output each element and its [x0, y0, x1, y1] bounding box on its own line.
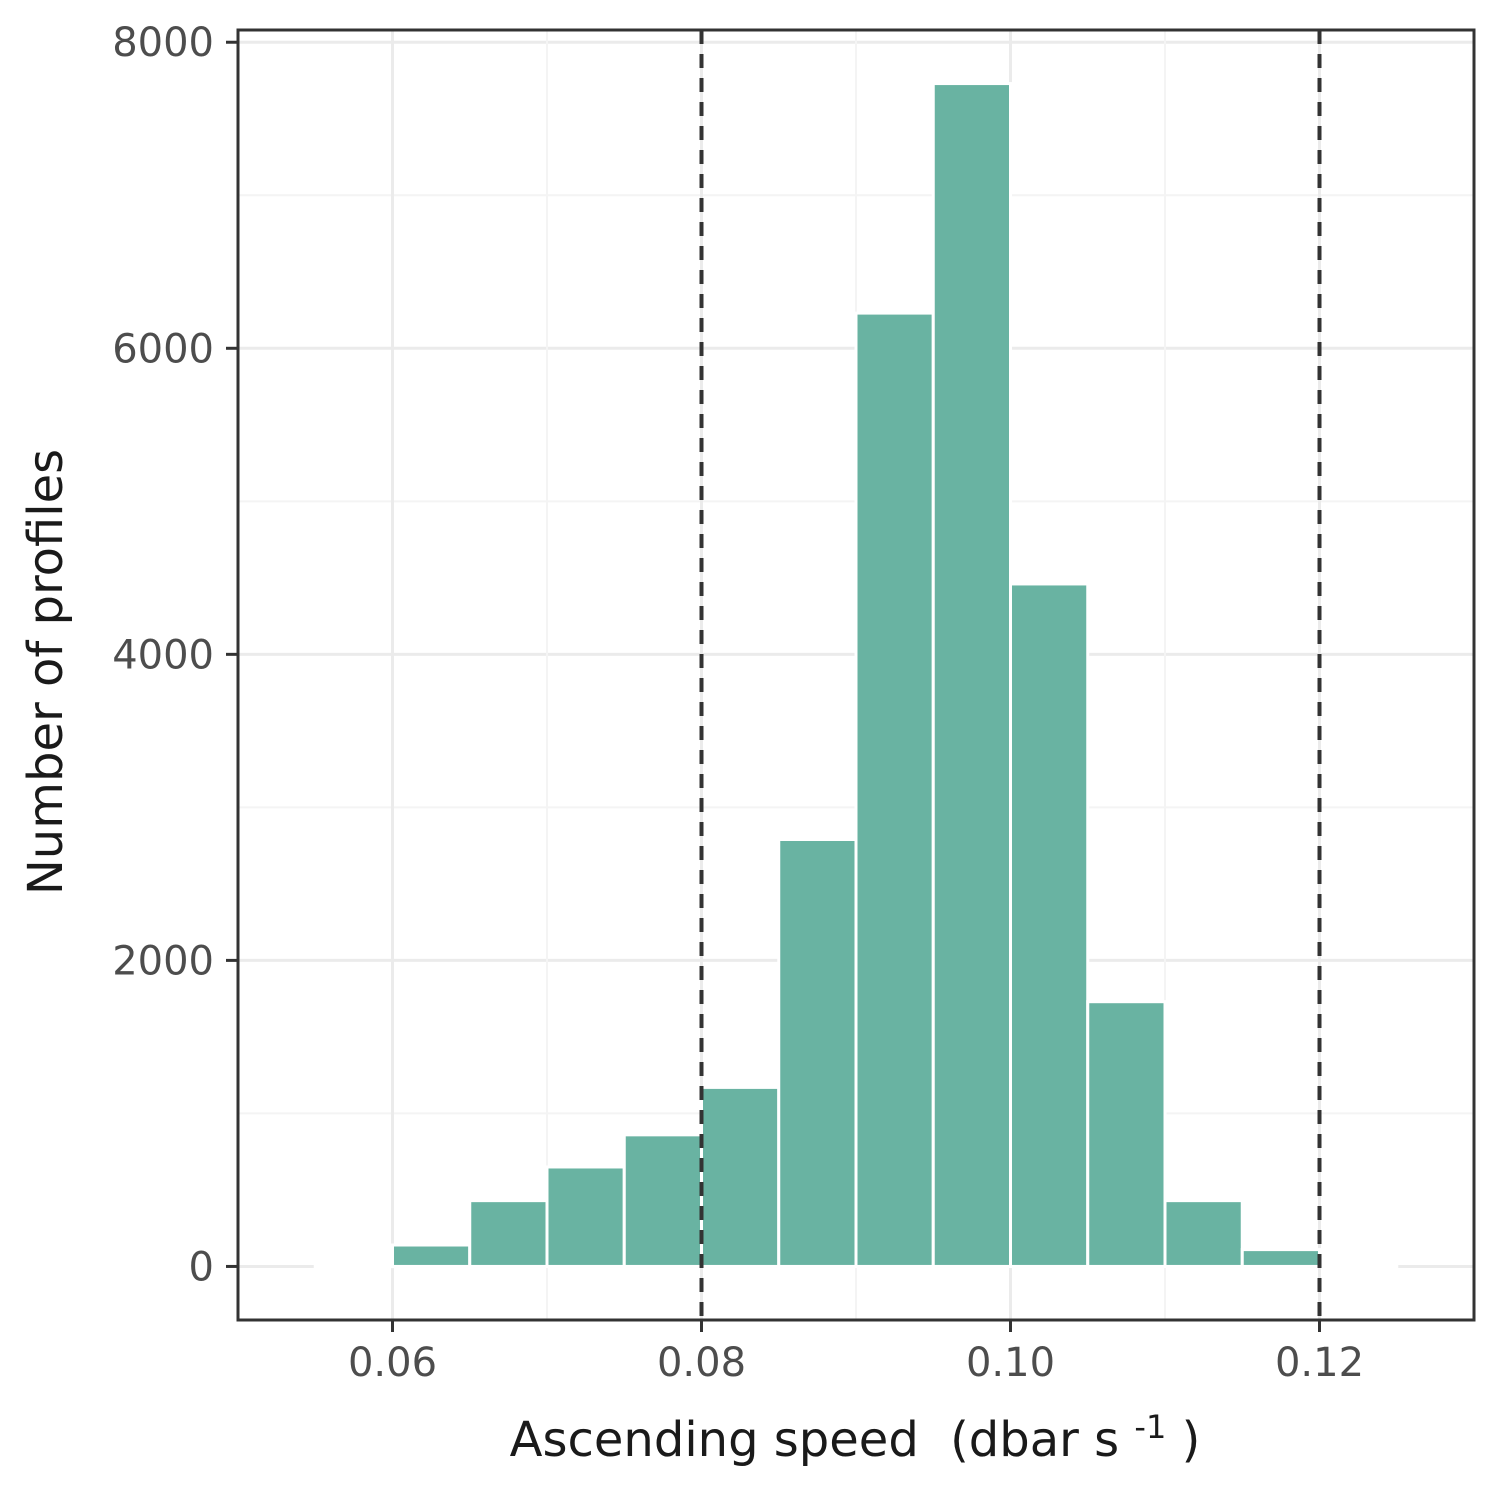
x-axis-title-text: Ascending speed	[510, 1412, 919, 1468]
x-axis-title-superscript: -1	[1134, 1408, 1166, 1446]
histogram-bar	[545, 1165, 626, 1268]
histogram-bar	[1163, 1199, 1244, 1268]
x-tick-label: 0.08	[657, 1340, 746, 1386]
x-axis-title-close: )	[1182, 1412, 1201, 1468]
histogram-bar	[1086, 1000, 1167, 1268]
x-tick-label: 0.12	[1275, 1340, 1364, 1386]
histogram-bar	[468, 1199, 549, 1268]
x-tick-label: 0.10	[966, 1340, 1055, 1386]
histogram-bar	[700, 1085, 781, 1268]
histogram-bar	[622, 1133, 703, 1268]
y-axis-title: Number of profiles	[18, 449, 74, 895]
histogram-bar	[854, 311, 935, 1268]
panel-border	[236, 28, 1476, 1322]
histogram-bar	[313, 1264, 394, 1269]
y-tick-label: 6000	[112, 326, 214, 372]
y-tick-label: 2000	[112, 938, 214, 984]
histogram-bar	[1240, 1248, 1321, 1268]
histogram-bar	[777, 838, 858, 1268]
x-axis: 0.06 0.08 0.10 0.12	[348, 1320, 1364, 1386]
histogram-bars	[313, 82, 1399, 1269]
x-axis-title: Ascending speed (dbar s -1 )	[510, 1394, 1201, 1468]
histogram-bar	[931, 82, 1012, 1268]
x-tick-label: 0.06	[348, 1340, 437, 1386]
y-tick-label: 0	[189, 1244, 214, 1290]
y-tick-label: 4000	[112, 632, 214, 678]
histogram-bar	[1009, 582, 1090, 1268]
y-axis: 0 2000 4000 6000 8000	[112, 20, 238, 1290]
histogram-bar	[1318, 1264, 1399, 1269]
y-tick-label: 8000	[112, 20, 214, 66]
histogram-bar	[391, 1243, 472, 1268]
x-axis-title-unit: (dbar s	[950, 1412, 1119, 1468]
